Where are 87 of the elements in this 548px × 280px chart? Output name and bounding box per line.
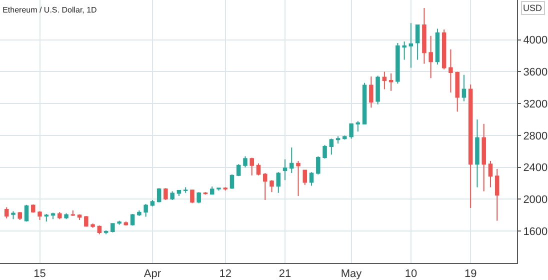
candlestick bbox=[150, 200, 155, 207]
candlestick bbox=[309, 172, 314, 186]
candlestick bbox=[442, 28, 446, 70]
candlestick bbox=[210, 186, 214, 195]
y-tick-label: 2800 bbox=[523, 130, 548, 142]
candlestick bbox=[388, 72, 394, 92]
candlestick bbox=[396, 42, 400, 84]
candlestick bbox=[130, 213, 135, 226]
candlestick bbox=[183, 186, 188, 194]
candlestick bbox=[422, 7, 426, 64]
candlestick bbox=[290, 146, 294, 174]
candlestick bbox=[11, 210, 16, 220]
candlestick bbox=[336, 136, 340, 144]
candlestick bbox=[104, 230, 108, 235]
candlestick bbox=[448, 48, 453, 93]
candlestick bbox=[316, 156, 320, 176]
text: USD bbox=[523, 3, 542, 13]
candlestick bbox=[382, 71, 387, 90]
x-tick-label: May bbox=[340, 268, 362, 280]
candlestick bbox=[170, 190, 174, 201]
candlestick bbox=[369, 76, 374, 108]
candlestick bbox=[243, 156, 248, 168]
candlestick bbox=[230, 174, 234, 190]
candlestick bbox=[64, 212, 68, 220]
candlestick bbox=[190, 189, 194, 204]
candlestick bbox=[282, 158, 288, 181]
candlestick bbox=[415, 24, 420, 60]
candlestick bbox=[31, 204, 36, 214]
candlestick bbox=[455, 71, 460, 112]
y-tick-label: 1600 bbox=[523, 226, 548, 238]
candlestick bbox=[342, 134, 347, 140]
candlestick bbox=[462, 74, 466, 102]
candlestick bbox=[223, 186, 228, 191]
x-tick-label: 19 bbox=[464, 268, 477, 280]
x-tick-label: 10 bbox=[404, 268, 418, 280]
candlestick bbox=[402, 40, 406, 60]
candlestick bbox=[124, 221, 128, 226]
candlestick bbox=[270, 180, 274, 193]
candlestick bbox=[97, 225, 102, 235]
candlestick bbox=[329, 138, 334, 156]
candlestick bbox=[296, 160, 300, 197]
candlestick bbox=[110, 222, 115, 233]
candlestick bbox=[482, 123, 486, 192]
candlestick bbox=[44, 213, 49, 222]
candlestick bbox=[70, 210, 76, 216]
candlestick bbox=[137, 210, 142, 216]
x-tick-label: 15 bbox=[34, 268, 46, 280]
candlestick bbox=[263, 172, 268, 200]
y-tick-label: 2000 bbox=[523, 194, 548, 206]
candlestick bbox=[58, 211, 62, 220]
candlestick bbox=[356, 120, 360, 132]
candlestick bbox=[90, 223, 95, 228]
candlestick bbox=[488, 160, 493, 188]
candlestick bbox=[84, 215, 88, 228]
candlestick bbox=[349, 123, 354, 140]
candlestick bbox=[236, 164, 241, 177]
candlestick bbox=[4, 206, 9, 219]
candlestick bbox=[24, 204, 29, 222]
candlestick bbox=[276, 172, 281, 194]
candlestick bbox=[408, 22, 414, 68]
candlestick bbox=[250, 157, 254, 176]
candlestick bbox=[38, 210, 42, 220]
y-tick-label: 3200 bbox=[523, 98, 548, 110]
candlestick bbox=[164, 188, 168, 201]
candlestick bbox=[475, 119, 480, 188]
x-tick-label: 21 bbox=[278, 268, 292, 280]
candlestick bbox=[322, 144, 327, 160]
candlestick bbox=[494, 168, 500, 222]
y-tick-label: 3600 bbox=[523, 66, 548, 79]
candlestick bbox=[156, 188, 162, 203]
candlestick bbox=[117, 220, 122, 226]
candlestick bbox=[176, 190, 182, 197]
x-tick-label: 12 bbox=[219, 268, 232, 280]
y-tick-label: 4000 bbox=[523, 34, 548, 47]
candlestick bbox=[376, 75, 380, 105]
text: Ethereum / U.S. Dollar, 1D bbox=[2, 6, 98, 15]
candlestick bbox=[362, 82, 367, 125]
candlestick bbox=[196, 192, 201, 204]
candlestick bbox=[216, 187, 221, 191]
candlestick bbox=[435, 28, 440, 66]
candlestick bbox=[428, 35, 433, 79]
candlestick bbox=[144, 204, 148, 218]
x-tick-label: Apr bbox=[144, 268, 162, 280]
y-tick-label: 2400 bbox=[523, 162, 548, 174]
candlestick bbox=[256, 162, 261, 176]
candlestick bbox=[77, 214, 82, 220]
candlestick bbox=[302, 169, 308, 186]
